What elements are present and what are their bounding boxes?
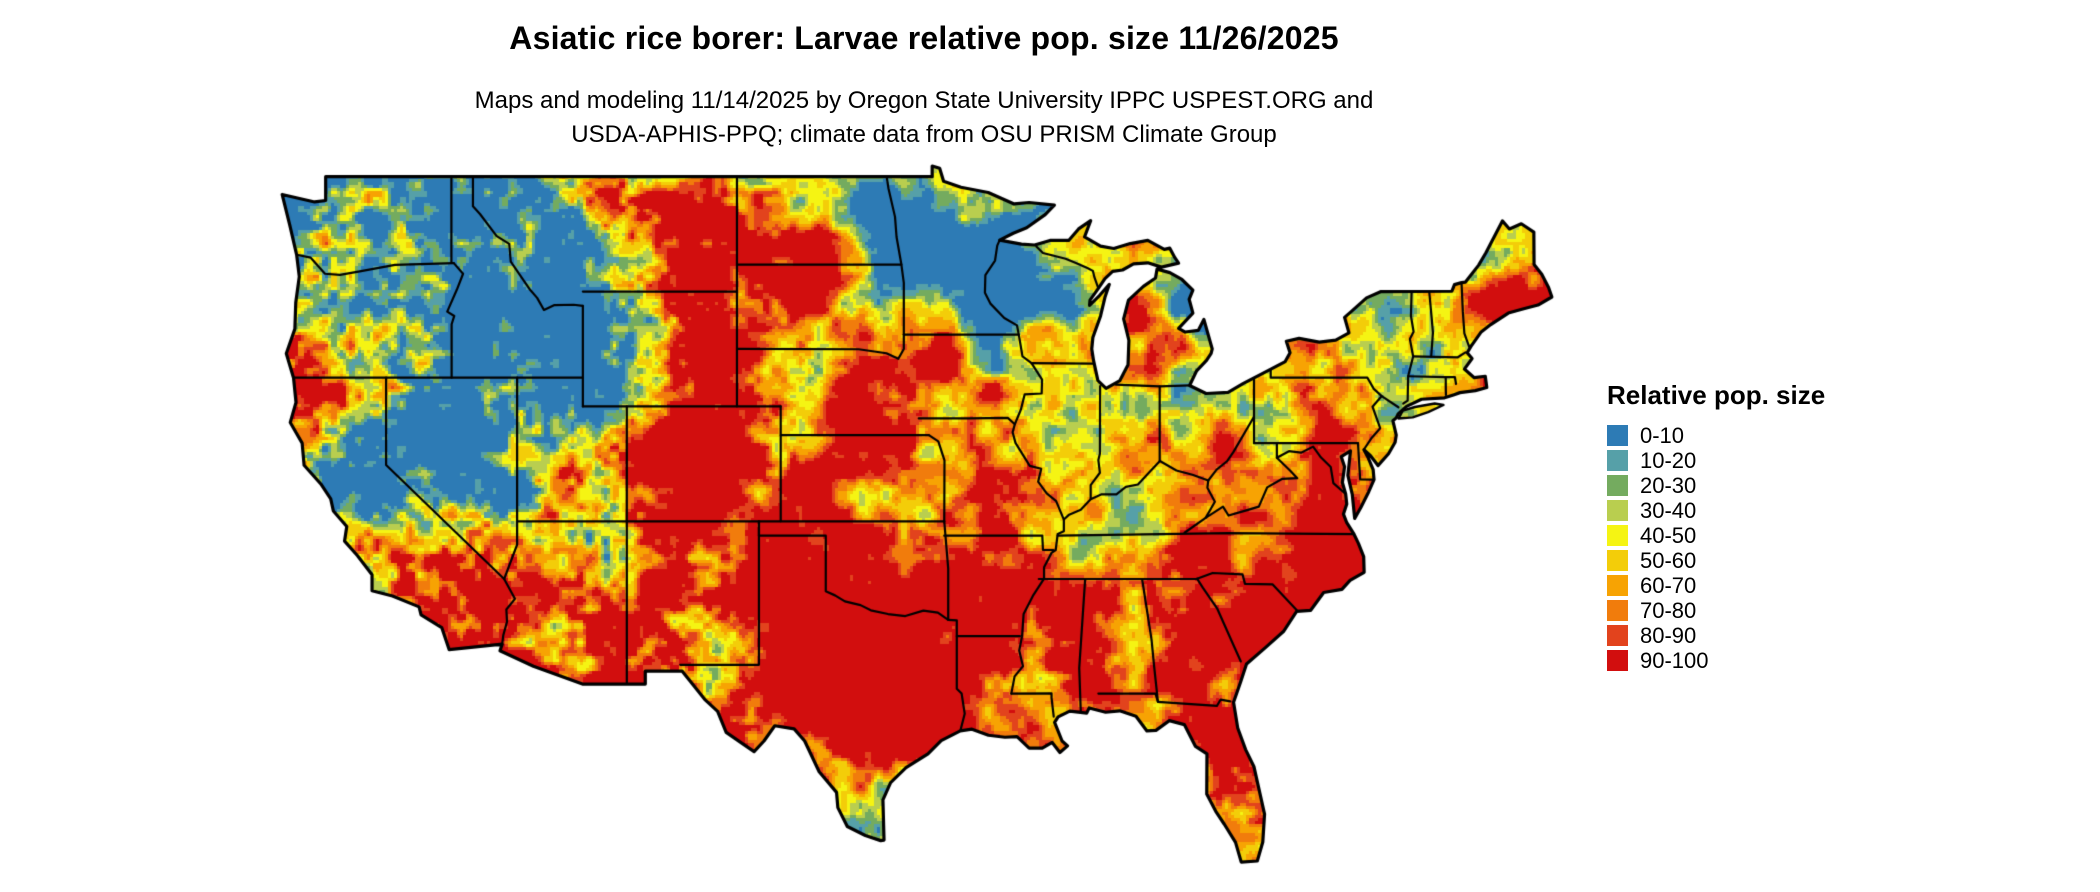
legend-item: 20-30: [1607, 473, 1825, 498]
legend: Relative pop. size 0-10 10-20 20-30 30-40 40…: [1607, 380, 1825, 673]
legend-item: 90-100: [1607, 648, 1825, 673]
legend-swatch: [1607, 550, 1628, 571]
legend-item-label: 40-50: [1640, 523, 1697, 548]
legend-swatch: [1607, 525, 1628, 546]
legend-swatch: [1607, 575, 1628, 596]
subtitle-line-1: Maps and modeling 11/14/2025 by Oregon S…: [474, 87, 1374, 114]
legend-item: 10-20: [1607, 448, 1825, 473]
legend-item: 70-80: [1607, 598, 1825, 623]
legend-swatch: [1607, 475, 1628, 496]
map-subtitle: Maps and modeling 11/14/2025 by Oregon S…: [4, 84, 1844, 152]
legend-item: 0-10: [1607, 423, 1825, 448]
us-map: [274, 158, 1560, 886]
subtitle-line-2: USDA-APHIS-PPQ; climate data from OSU PR…: [571, 121, 1277, 148]
legend-item-label: 10-20: [1640, 448, 1697, 473]
legend-item-label: 0-10: [1640, 423, 1685, 448]
legend-item: 60-70: [1607, 573, 1825, 598]
map-title: Asiatic rice borer: Larvae relative pop.…: [509, 20, 1339, 56]
legend-item-label: 90-100: [1640, 648, 1709, 673]
legend-swatch: [1607, 600, 1628, 621]
legend-items: 0-10 10-20 20-30 30-40 40-50 50-60 60-70 70-80 8…: [1607, 423, 1825, 673]
legend-item-label: 50-60: [1640, 548, 1697, 573]
legend-swatch: [1607, 450, 1628, 471]
legend-item: 50-60: [1607, 548, 1825, 573]
legend-item: 30-40: [1607, 498, 1825, 523]
legend-item-label: 20-30: [1640, 473, 1697, 498]
legend-swatch: [1607, 425, 1628, 446]
legend-item-label: 80-90: [1640, 623, 1697, 648]
legend-item: 80-90: [1607, 623, 1825, 648]
legend-swatch: [1607, 625, 1628, 646]
legend-item-label: 70-80: [1640, 598, 1697, 623]
legend-title: Relative pop. size: [1607, 380, 1826, 410]
legend-swatch: [1607, 500, 1628, 521]
us-map-canvas: [274, 158, 1560, 886]
legend-item: 40-50: [1607, 523, 1825, 548]
legend-item-label: 60-70: [1640, 573, 1697, 598]
legend-swatch: [1607, 650, 1628, 671]
legend-item-label: 30-40: [1640, 498, 1697, 523]
